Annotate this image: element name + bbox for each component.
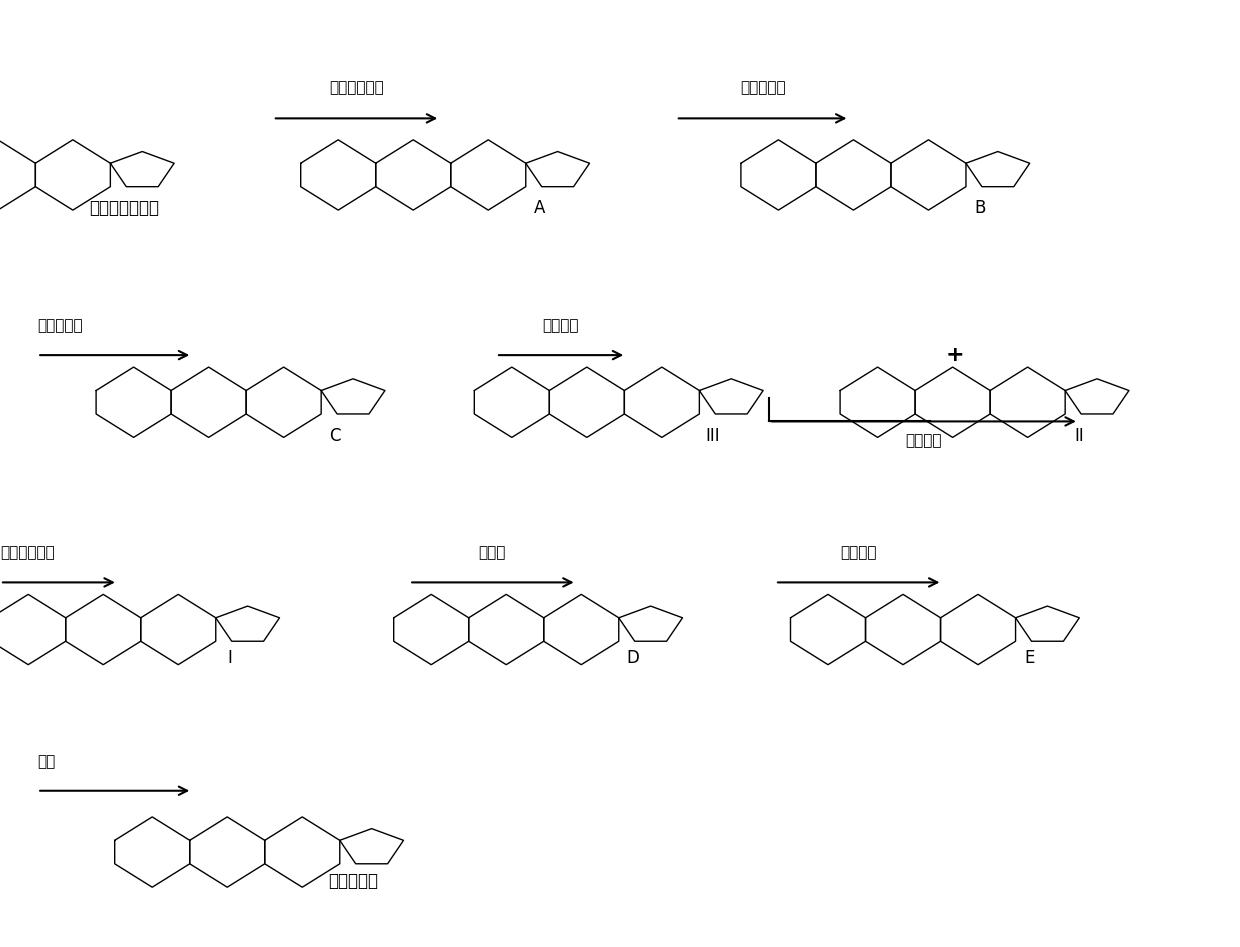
- Text: 环氧化: 环氧化: [479, 545, 506, 561]
- Text: 烯醇化酯化: 烯醇化酯化: [37, 318, 83, 333]
- Text: 丁酯化反应: 丁酯化反应: [740, 80, 785, 95]
- Text: II: II: [1074, 426, 1084, 445]
- Text: D: D: [626, 649, 639, 668]
- Text: C: C: [329, 426, 341, 445]
- Text: B: B: [973, 199, 986, 218]
- Text: A: A: [533, 199, 546, 218]
- Text: 氟化开环: 氟化开环: [839, 545, 877, 561]
- Text: III: III: [706, 426, 720, 445]
- Text: 构型翻转: 构型翻转: [905, 433, 942, 448]
- Text: +: +: [945, 345, 965, 366]
- Text: 醋酸氢化可的松: 醋酸氢化可的松: [89, 199, 159, 218]
- Text: 二氟泼尼酯: 二氟泼尼酯: [329, 871, 378, 890]
- Text: E: E: [1024, 649, 1034, 668]
- Text: I: I: [227, 649, 232, 668]
- Text: 羟基消除反应: 羟基消除反应: [330, 80, 384, 95]
- Text: 氟代反应: 氟代反应: [542, 318, 579, 333]
- Text: 氧化: 氧化: [37, 754, 56, 769]
- Text: 双键溴羟基化: 双键溴羟基化: [0, 545, 55, 561]
